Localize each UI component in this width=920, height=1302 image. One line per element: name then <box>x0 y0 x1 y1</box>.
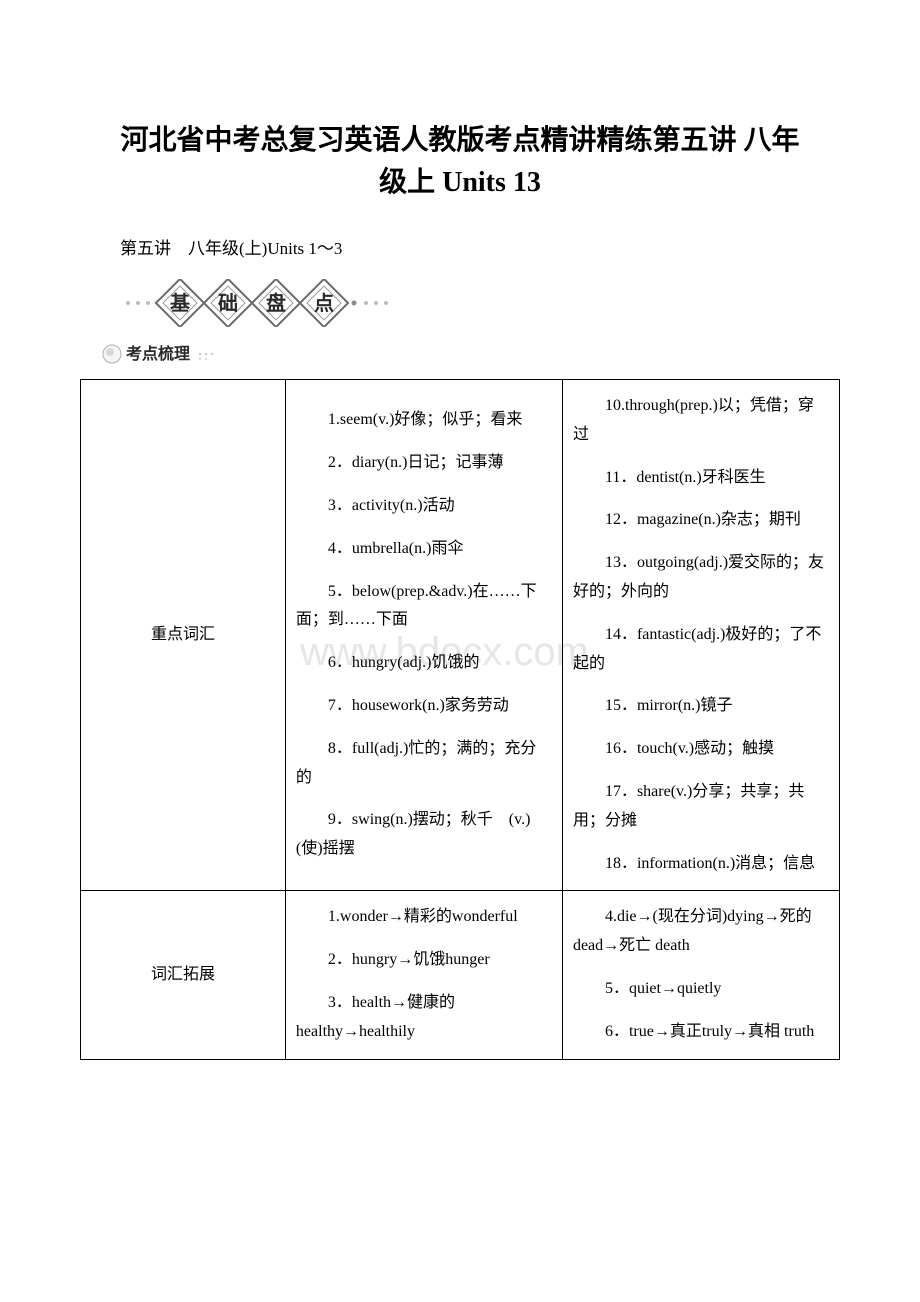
banner-graphic: 基 础 盘 点 <box>120 279 440 327</box>
vocab-item: 7．housework(n.)家务劳动 <box>296 692 552 721</box>
vocab-item: 14．fantastic(adj.)极好的；了不起的 <box>573 621 829 679</box>
vocab-col-2: 4.die→(现在分词)dying→死的 dead→死亡 death 5．qui… <box>562 891 839 1059</box>
vocab-item: 17．share(v.)分享；共享；共用；分摊 <box>573 778 829 836</box>
row-label: 词汇拓展 <box>81 891 286 1059</box>
vocab-item: 5．quiet→quietly <box>573 975 829 1004</box>
vocab-item: 10.through(prep.)以；凭借；穿过 <box>573 392 829 450</box>
table-row: 词汇拓展 1.wonder→精彩的wonderful 2．hungry→饥饿hu… <box>81 891 840 1059</box>
svg-text:基: 基 <box>170 292 191 315</box>
vocab-item: 4．umbrella(n.)雨伞 <box>296 535 552 564</box>
svg-text:盘: 盘 <box>266 291 286 315</box>
title-line-1: 河北省中考总复习英语人教版考点精讲精练第五讲 八年 <box>80 120 840 162</box>
vocab-item: 3．activity(n.)活动 <box>296 492 552 521</box>
vocab-item: 8．full(adj.)忙的；满的；充分的 <box>296 735 552 793</box>
vocab-table: 重点词汇 1.seem(v.)好像；似乎；看来 2．diary(n.)日记；记事… <box>80 379 840 1060</box>
vocab-item: 13．outgoing(adj.)爱交际的；友好的；外向的 <box>573 549 829 607</box>
svg-text:础: 础 <box>218 292 238 315</box>
vocab-item: 6．true→真正truly→真相 truth <box>573 1018 829 1047</box>
vocab-item: 2．diary(n.)日记；记事薄 <box>296 449 552 478</box>
table-row: 重点词汇 1.seem(v.)好像；似乎；看来 2．diary(n.)日记；记事… <box>81 380 840 891</box>
subsection-label: 考点梳理 <box>80 341 840 367</box>
vocab-item: 11．dentist(n.)牙科医生 <box>573 464 829 493</box>
vocab-col-2: 10.through(prep.)以；凭借；穿过 11．dentist(n.)牙… <box>562 380 839 891</box>
page: 河北省中考总复习英语人教版考点精讲精练第五讲 八年 级上 Units 13 第五… <box>80 120 840 1060</box>
vocab-item: 12．magazine(n.)杂志；期刊 <box>573 506 829 535</box>
lecture-subtitle: 第五讲 八年级(上)Units 1～3 <box>80 234 840 259</box>
vocab-item: 1.seem(v.)好像；似乎；看来 <box>296 406 552 435</box>
svg-text:考点梳理: 考点梳理 <box>126 344 190 363</box>
vocab-item: 15．mirror(n.)镜子 <box>573 692 829 721</box>
section-banner: 基 础 盘 点 <box>80 279 840 327</box>
vocab-item: 2．hungry→饥饿hunger <box>296 946 552 975</box>
sublabel-graphic: 考点梳理 <box>100 341 240 367</box>
svg-text:点: 点 <box>314 292 334 315</box>
vocab-item: 4.die→(现在分词)dying→死的 dead→死亡 death <box>573 903 829 961</box>
row-label: 重点词汇 <box>81 380 286 891</box>
vocab-item: 3．health→健康的healthy→healthily <box>296 989 552 1047</box>
title-line-2: 级上 Units 13 <box>80 162 840 204</box>
vocab-item: 6．hungry(adj.)饥饿的 <box>296 649 552 678</box>
vocab-item: 9．swing(n.)摆动；秋千 (v.)(使)摇摆 <box>296 806 552 864</box>
vocab-item: 5．below(prep.&adv.)在……下面；到……下面 <box>296 578 552 636</box>
document-title: 河北省中考总复习英语人教版考点精讲精练第五讲 八年 级上 Units 13 <box>80 120 840 204</box>
vocab-item: 16．touch(v.)感动；触摸 <box>573 735 829 764</box>
vocab-col-1: 1.seem(v.)好像；似乎；看来 2．diary(n.)日记；记事薄 3．a… <box>285 380 562 891</box>
vocab-item: 1.wonder→精彩的wonderful <box>296 903 552 932</box>
vocab-item: 18．information(n.)消息；信息 <box>573 850 829 879</box>
vocab-col-1: 1.wonder→精彩的wonderful 2．hungry→饥饿hunger … <box>285 891 562 1059</box>
